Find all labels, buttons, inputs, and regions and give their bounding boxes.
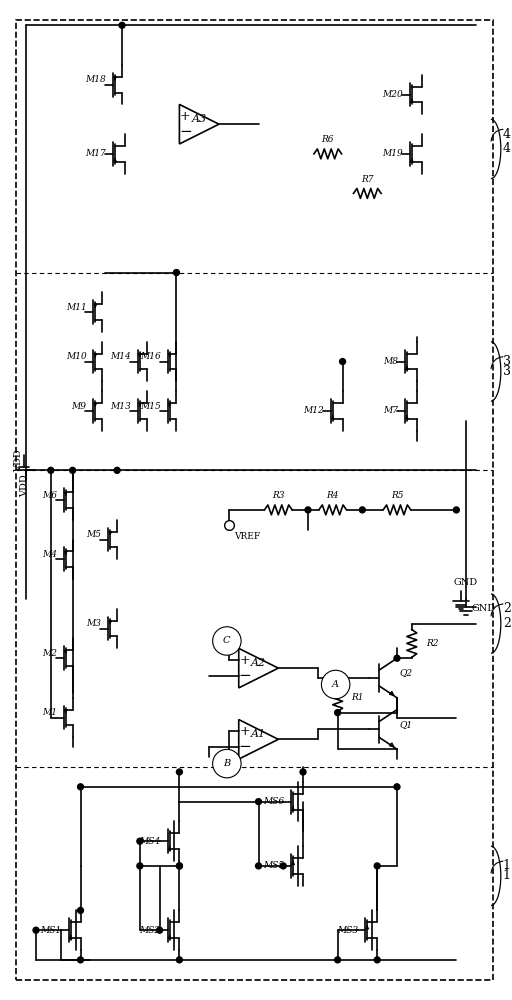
Text: MS2: MS2 <box>139 926 161 935</box>
Text: +: + <box>240 725 250 738</box>
Circle shape <box>280 863 286 869</box>
Text: M6: M6 <box>42 491 57 500</box>
Circle shape <box>177 769 182 775</box>
Text: R5: R5 <box>391 491 403 500</box>
Text: M9: M9 <box>72 402 87 411</box>
Text: 1: 1 <box>503 859 511 872</box>
Circle shape <box>157 927 163 933</box>
Circle shape <box>394 655 400 661</box>
Text: VDD: VDD <box>19 474 29 497</box>
Text: VDD: VDD <box>14 449 23 472</box>
Text: 1: 1 <box>503 869 511 882</box>
Text: M14: M14 <box>110 352 131 361</box>
Circle shape <box>137 863 143 869</box>
Circle shape <box>255 863 262 869</box>
Circle shape <box>305 507 311 513</box>
Circle shape <box>114 467 120 473</box>
Circle shape <box>394 784 400 790</box>
Text: GND: GND <box>453 578 477 587</box>
Circle shape <box>374 957 380 963</box>
Circle shape <box>300 769 306 775</box>
Text: M19: M19 <box>382 149 403 158</box>
Text: −: − <box>179 125 191 139</box>
Text: M11: M11 <box>66 303 87 312</box>
Text: M5: M5 <box>87 530 101 539</box>
Circle shape <box>137 838 143 844</box>
Text: M20: M20 <box>382 90 403 99</box>
Circle shape <box>359 507 366 513</box>
Text: 4: 4 <box>503 142 511 155</box>
Text: +: + <box>180 110 190 123</box>
Text: 3: 3 <box>503 365 511 378</box>
Circle shape <box>339 359 346 365</box>
Circle shape <box>177 863 182 869</box>
Circle shape <box>374 863 380 869</box>
Text: R6: R6 <box>322 135 334 144</box>
Text: R3: R3 <box>272 491 285 500</box>
Text: C: C <box>223 636 230 645</box>
Circle shape <box>77 784 83 790</box>
Text: VREF: VREF <box>234 532 260 541</box>
Text: A2: A2 <box>251 658 266 668</box>
Circle shape <box>453 507 459 513</box>
Text: M16: M16 <box>140 352 161 361</box>
Text: MS5: MS5 <box>263 861 284 870</box>
Text: MS4: MS4 <box>139 837 161 846</box>
Text: 3: 3 <box>503 355 511 368</box>
Text: M8: M8 <box>383 357 398 366</box>
Text: −: − <box>238 669 251 683</box>
Text: MS3: MS3 <box>337 926 358 935</box>
Text: +: + <box>240 654 250 667</box>
Text: A1: A1 <box>251 729 266 739</box>
Circle shape <box>77 907 83 913</box>
Text: MS6: MS6 <box>263 797 284 806</box>
Circle shape <box>70 467 76 473</box>
Circle shape <box>48 467 54 473</box>
Text: B: B <box>223 759 230 768</box>
Text: −: − <box>238 740 251 754</box>
Text: R2: R2 <box>425 639 438 648</box>
Circle shape <box>174 270 179 276</box>
Text: MS1: MS1 <box>40 926 62 935</box>
Text: M15: M15 <box>140 402 161 411</box>
Text: R1: R1 <box>351 693 364 702</box>
Text: M18: M18 <box>86 75 106 84</box>
Circle shape <box>335 710 340 716</box>
Text: 2: 2 <box>503 617 510 630</box>
Text: M3: M3 <box>87 619 101 628</box>
Circle shape <box>177 957 182 963</box>
Text: M13: M13 <box>110 402 131 411</box>
Text: M2: M2 <box>42 649 57 658</box>
Circle shape <box>77 957 83 963</box>
Text: A: A <box>332 680 339 689</box>
Text: 2: 2 <box>503 602 510 615</box>
Text: M4: M4 <box>42 550 57 559</box>
Text: 4: 4 <box>503 128 511 141</box>
Text: R7: R7 <box>361 175 374 184</box>
Text: A3: A3 <box>191 114 207 124</box>
Circle shape <box>177 863 182 869</box>
Text: M12: M12 <box>303 406 324 415</box>
Text: Q2: Q2 <box>399 669 412 678</box>
Circle shape <box>119 22 125 28</box>
Text: M7: M7 <box>383 406 398 415</box>
Circle shape <box>255 799 262 805</box>
Text: M10: M10 <box>66 352 87 361</box>
Text: R4: R4 <box>327 491 339 500</box>
Circle shape <box>33 927 39 933</box>
Text: Q1: Q1 <box>399 720 412 729</box>
Circle shape <box>335 957 340 963</box>
Text: M17: M17 <box>86 149 106 158</box>
Text: M1: M1 <box>42 708 57 717</box>
Text: GND: GND <box>471 604 495 613</box>
